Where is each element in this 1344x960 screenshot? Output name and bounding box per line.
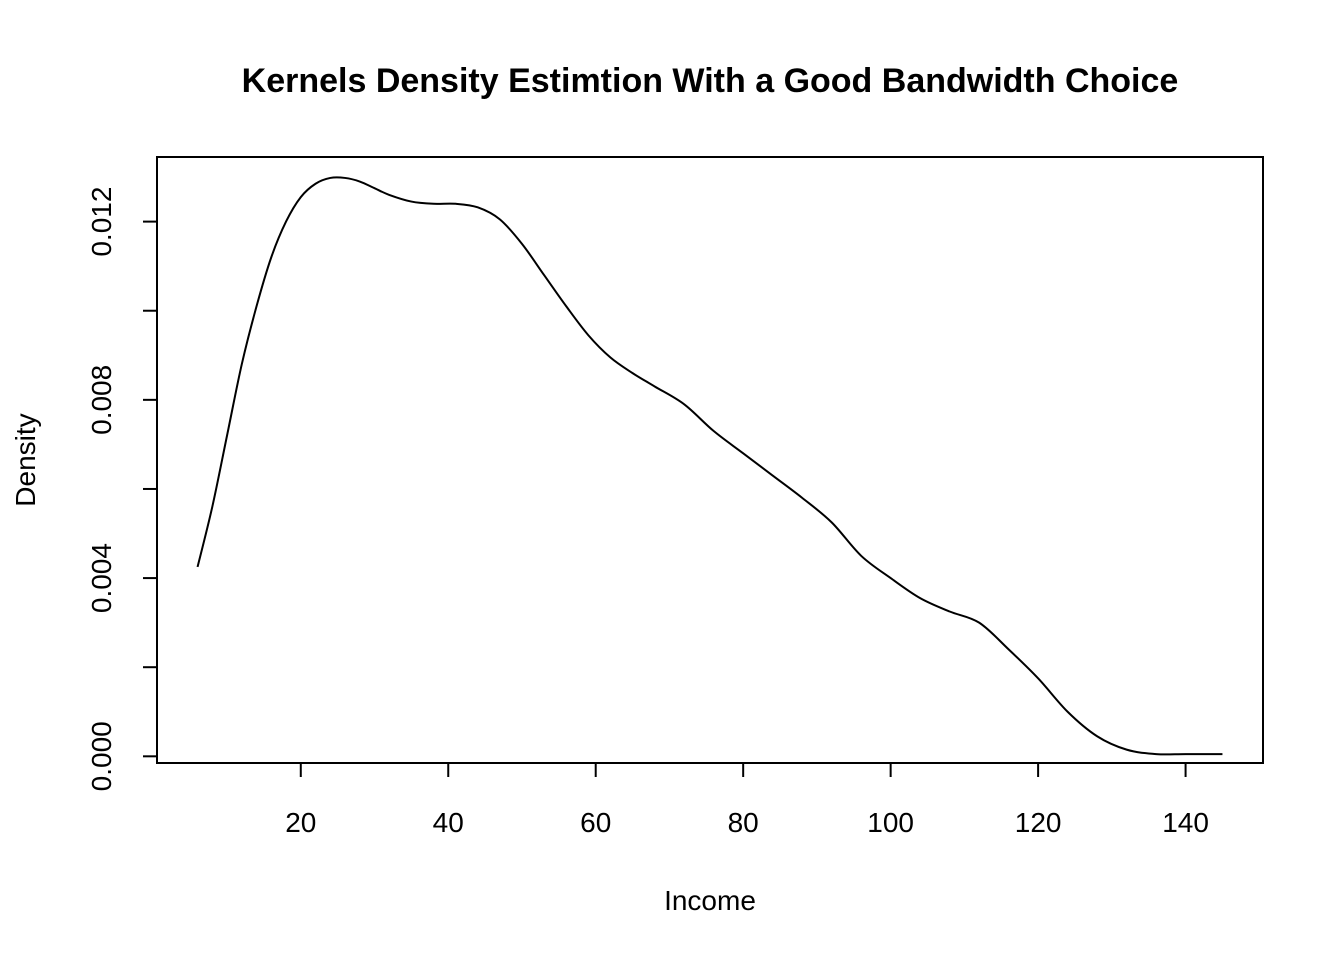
plot-frame (156, 156, 1264, 764)
density-curve (196, 176, 1223, 756)
x-tick-label: 40 (433, 807, 464, 838)
y-tick-label: 0.000 (86, 721, 117, 791)
y-tick-label: 0.004 (86, 543, 117, 613)
x-tick-label: 120 (1015, 807, 1062, 838)
x-tick-label: 100 (867, 807, 914, 838)
x-tick-label: 80 (728, 807, 759, 838)
y-axis-label: Density (10, 413, 41, 506)
x-axis: 20 40 60 80 100 120 140 (285, 763, 1209, 838)
y-tick-label: 0.012 (86, 187, 117, 257)
chart-title: Kernels Density Estimtion With a Good Ba… (242, 62, 1179, 100)
y-tick-label: 0.008 (86, 365, 117, 435)
y-axis: 0.000 0.004 0.008 0.012 (86, 187, 157, 791)
x-tick-label: 20 (285, 807, 316, 838)
plot-area (196, 176, 1223, 756)
x-axis-label: Income (664, 885, 756, 916)
x-tick-label: 60 (580, 807, 611, 838)
x-tick-label: 140 (1162, 807, 1209, 838)
